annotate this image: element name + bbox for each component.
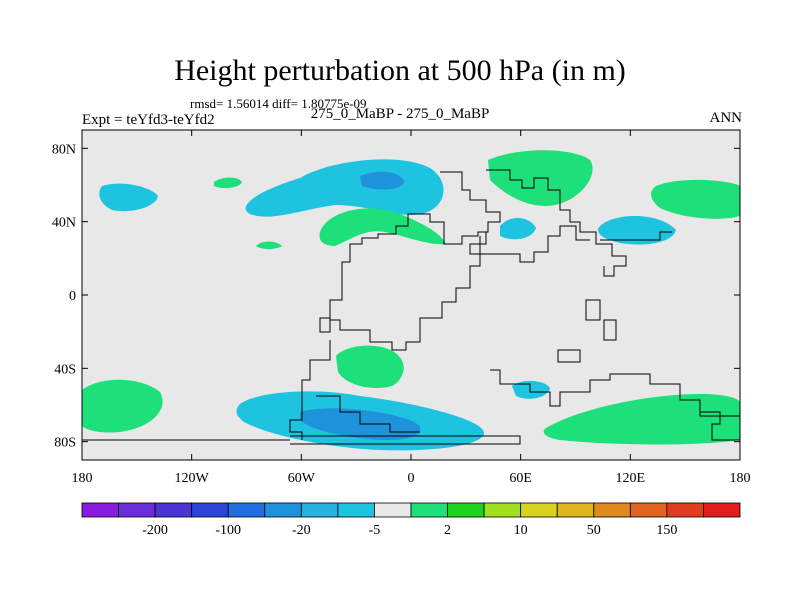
lat-tick-label: 0	[69, 289, 76, 304]
colorbar-swatch	[447, 502, 485, 518]
lat-tick-label: 40N	[52, 216, 76, 231]
colorbar-label: -100	[215, 523, 241, 538]
fill-sa-green	[82, 379, 163, 433]
lat-tick-label: 80N	[52, 142, 76, 157]
colorbar-label: -200	[142, 523, 168, 538]
lon-tick-label: 0	[408, 471, 415, 486]
colorbar-swatch	[556, 502, 595, 518]
fill-green-small-1	[214, 177, 242, 189]
lon-tick-label: 180	[72, 471, 93, 486]
colorbar-swatch	[410, 502, 448, 518]
lon-tick-label: 120W	[175, 471, 210, 486]
fill-nh-blue-core	[360, 171, 404, 190]
colorbar-swatch	[629, 502, 668, 518]
colorbar-swatch	[118, 502, 156, 518]
colorbar-swatch	[154, 502, 193, 518]
colorbar-swatch	[300, 502, 339, 518]
colorbar-swatch	[666, 502, 704, 518]
colorbar-labels: -200 -100 -20 -5 2 10 50 150	[142, 523, 677, 538]
colorbar-label: 50	[587, 523, 601, 538]
colorbar-swatch	[593, 502, 631, 518]
fill-asia-blue	[500, 217, 536, 240]
colorbar-label: 150	[656, 523, 677, 538]
longitude-axis: 180 120W 60W 0 60E 120E 180	[72, 130, 751, 486]
lon-tick-label: 120E	[616, 471, 646, 486]
fill-south-green	[543, 394, 740, 445]
season-label: ANN	[709, 110, 743, 126]
colorbar-swatch	[703, 502, 741, 518]
fill-jp-blue	[598, 215, 676, 245]
fill-indian-blue	[512, 380, 550, 399]
colorbar-swatch	[264, 502, 302, 518]
colorbar	[81, 502, 741, 518]
colorbar-swatch	[520, 502, 558, 518]
fill-nw-blue	[99, 183, 158, 212]
colorbar-swatch	[374, 502, 412, 518]
center-label: 275_0_MaBP - 275_0_MaBP	[310, 106, 490, 122]
colorbar-label: -20	[292, 523, 311, 538]
colorbar-label: 2	[444, 523, 451, 538]
experiment-label: Expt = teYfd3-teYfd2	[82, 112, 215, 128]
lat-tick-label: 80S	[54, 436, 76, 451]
latitude-axis: 80N 40N 0 40S 80S	[52, 142, 740, 451]
lon-tick-label: 60E	[509, 471, 532, 486]
colorbar-label: -5	[369, 523, 381, 538]
colorbar-swatch	[191, 502, 229, 518]
colorbar-swatch	[81, 502, 119, 518]
map-title: Height perturbation at 500 hPa (in m)	[174, 54, 626, 87]
stats-label: rmsd= 1.56014 diff= 1.80775e-09	[190, 96, 367, 111]
fill-green-small-2	[256, 241, 282, 249]
lon-tick-label: 60W	[288, 471, 316, 486]
fill-pacific-green	[651, 179, 740, 219]
lon-tick-label: 180	[730, 471, 751, 486]
lat-tick-label: 40S	[54, 362, 76, 377]
colorbar-swatch	[483, 502, 522, 518]
continent-outlines	[82, 169, 740, 445]
fill-nh-green	[319, 208, 446, 246]
fill-sh-green	[336, 345, 404, 389]
colorbar-label: 10	[514, 523, 528, 538]
colorbar-swatch	[227, 502, 266, 518]
colorbar-swatch	[337, 502, 375, 518]
